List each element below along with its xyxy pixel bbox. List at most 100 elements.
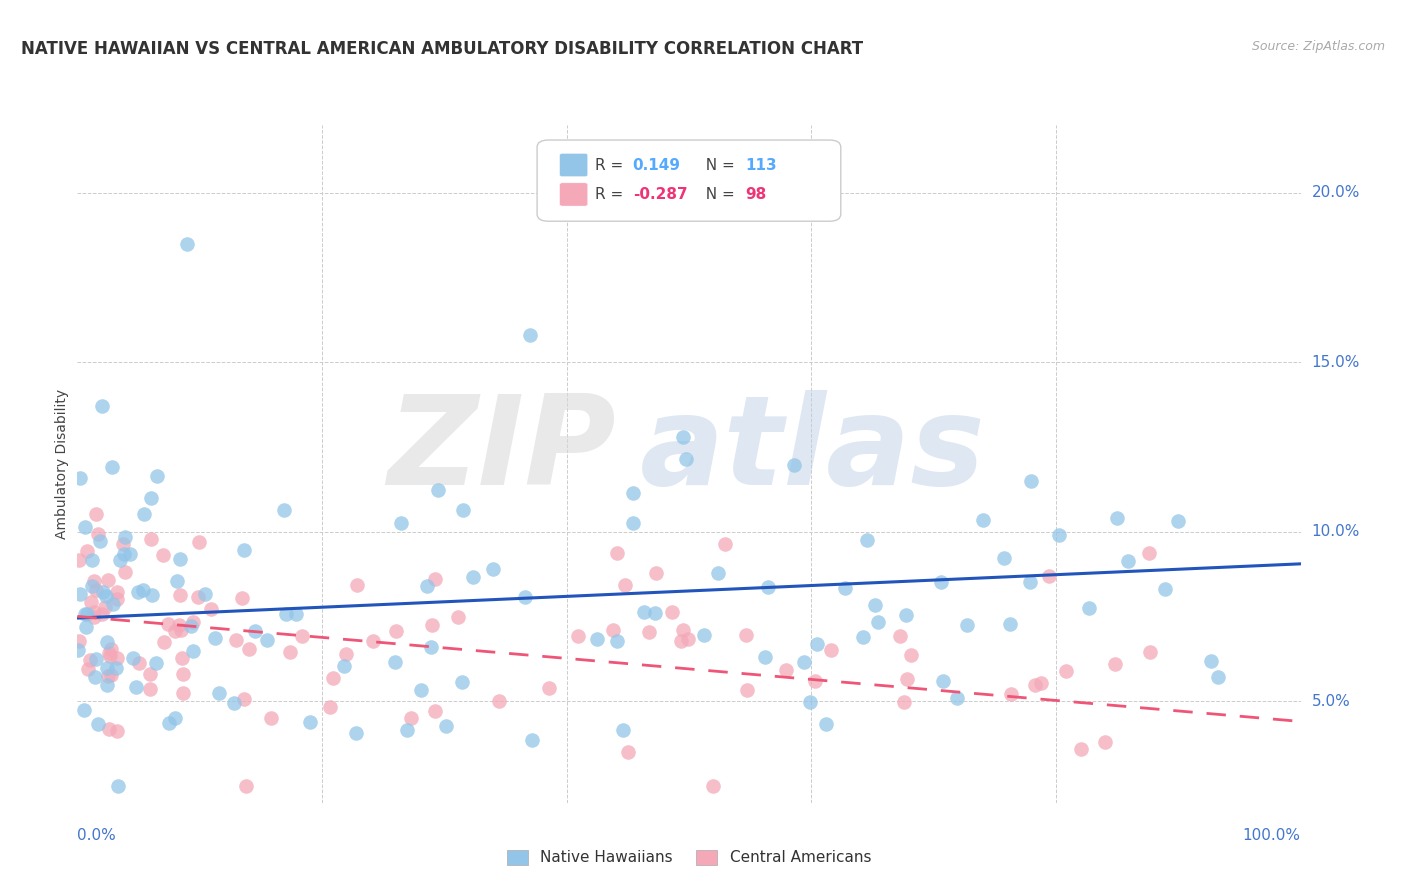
Point bbox=[332, 659, 354, 673]
Text: 100.0%: 100.0% bbox=[1243, 828, 1301, 843]
Point bbox=[176, 236, 198, 251]
Point bbox=[260, 711, 283, 725]
Point bbox=[180, 619, 202, 633]
Point bbox=[87, 717, 110, 731]
Point bbox=[856, 533, 879, 547]
Point bbox=[157, 715, 180, 730]
Point bbox=[232, 543, 254, 558]
Point bbox=[96, 661, 118, 675]
Point bbox=[806, 637, 828, 651]
Point bbox=[172, 686, 194, 700]
Point bbox=[208, 686, 231, 700]
Point bbox=[1000, 687, 1022, 701]
Point bbox=[152, 548, 174, 562]
Point bbox=[519, 328, 541, 343]
Point bbox=[775, 663, 797, 677]
Point bbox=[1029, 676, 1052, 690]
Point bbox=[67, 643, 90, 657]
Point bbox=[132, 582, 155, 597]
Point bbox=[169, 588, 191, 602]
Point bbox=[1047, 528, 1070, 542]
Point bbox=[434, 719, 457, 733]
Point bbox=[676, 632, 699, 647]
Point bbox=[425, 572, 447, 586]
Text: -0.287: -0.287 bbox=[633, 187, 688, 202]
Text: ZIP: ZIP bbox=[387, 390, 616, 511]
Point bbox=[238, 642, 260, 657]
Point bbox=[256, 632, 278, 647]
Point bbox=[661, 605, 683, 619]
Point bbox=[889, 629, 911, 643]
Point bbox=[67, 553, 90, 567]
Point bbox=[97, 669, 120, 683]
Point bbox=[139, 533, 162, 547]
Point bbox=[79, 653, 101, 667]
Point bbox=[145, 468, 167, 483]
Point bbox=[96, 589, 118, 603]
Point bbox=[100, 641, 122, 656]
Point bbox=[163, 624, 186, 639]
Point bbox=[80, 595, 103, 609]
Point bbox=[107, 724, 129, 739]
Point bbox=[411, 683, 433, 698]
Point bbox=[107, 779, 129, 793]
Point bbox=[1094, 735, 1116, 749]
Point bbox=[84, 582, 107, 597]
Point bbox=[112, 537, 135, 551]
Point bbox=[298, 714, 321, 729]
Point bbox=[322, 672, 344, 686]
Point bbox=[621, 516, 644, 531]
Point bbox=[1137, 546, 1160, 560]
Point bbox=[1021, 474, 1043, 488]
Point bbox=[187, 590, 209, 604]
Point bbox=[644, 606, 666, 620]
Point bbox=[998, 616, 1021, 631]
Point bbox=[80, 579, 103, 593]
Point bbox=[1024, 678, 1046, 692]
Point bbox=[273, 503, 295, 517]
Point bbox=[451, 675, 474, 690]
Point bbox=[451, 502, 474, 516]
Point bbox=[90, 607, 112, 621]
Point bbox=[200, 602, 222, 616]
Point bbox=[335, 647, 357, 661]
Point bbox=[461, 570, 484, 584]
Point bbox=[1070, 742, 1092, 756]
Point bbox=[946, 691, 969, 706]
Point bbox=[138, 682, 160, 697]
Point bbox=[127, 584, 149, 599]
Point bbox=[139, 491, 162, 505]
Point bbox=[863, 598, 886, 612]
Point bbox=[94, 600, 117, 615]
Text: R =: R = bbox=[595, 187, 628, 202]
Point bbox=[108, 553, 131, 567]
Point bbox=[537, 681, 560, 695]
Point bbox=[585, 632, 607, 646]
Point bbox=[606, 634, 628, 648]
Point bbox=[482, 562, 505, 576]
Point bbox=[423, 705, 446, 719]
Point bbox=[399, 711, 422, 725]
Point bbox=[96, 678, 118, 692]
Point bbox=[101, 459, 124, 474]
Point bbox=[896, 672, 918, 686]
Point bbox=[194, 587, 217, 601]
Point bbox=[782, 458, 804, 472]
Point bbox=[488, 694, 510, 708]
Point bbox=[633, 605, 655, 619]
Point bbox=[84, 670, 107, 684]
Point bbox=[893, 695, 915, 709]
Point bbox=[852, 631, 875, 645]
Point bbox=[96, 635, 118, 649]
Text: 113: 113 bbox=[745, 158, 776, 172]
Text: N =: N = bbox=[696, 187, 740, 202]
Point bbox=[166, 574, 188, 588]
Point bbox=[361, 634, 384, 648]
Text: 20.0%: 20.0% bbox=[1312, 186, 1360, 200]
Point bbox=[225, 632, 247, 647]
Point bbox=[118, 547, 141, 561]
Point bbox=[83, 605, 105, 619]
Text: atlas: atlas bbox=[640, 390, 986, 511]
Point bbox=[114, 566, 136, 580]
Text: 10.0%: 10.0% bbox=[1312, 524, 1360, 539]
